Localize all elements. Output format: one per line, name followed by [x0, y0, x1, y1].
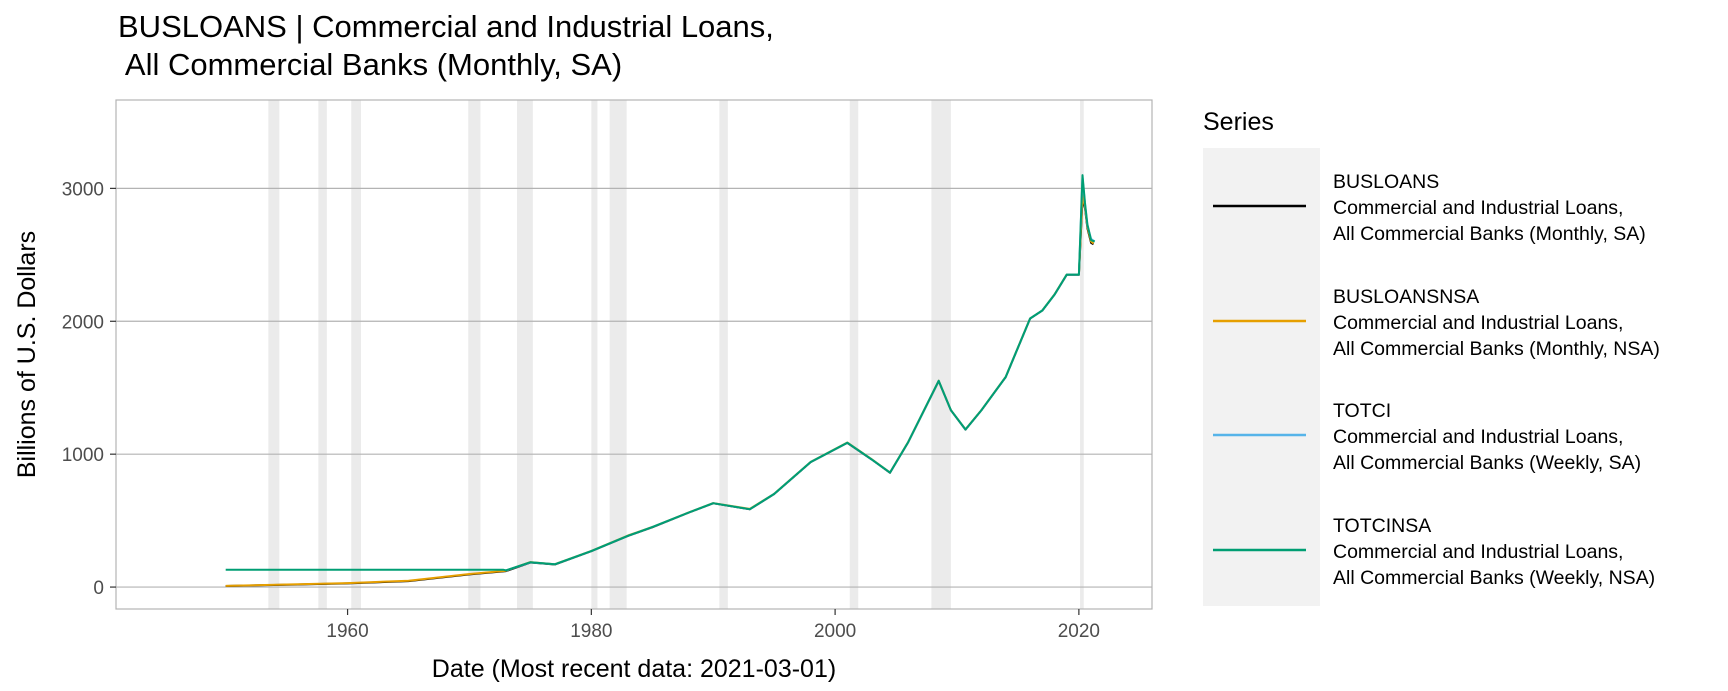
recession-band-1: [318, 100, 327, 609]
plot-panel-border: [115, 99, 1153, 610]
legend-label-totci-2: Commercial and Industrial Loans,: [1333, 426, 1623, 448]
x-tick-label-2000: 2000: [814, 621, 856, 642]
legend-item-totci: TOTCI Commercial and Industrial Loans, Al…: [1213, 400, 1641, 474]
recession-band-3: [468, 100, 481, 609]
series-lines: [225, 174, 1096, 587]
legend-label-busloansnsa-1: BUSLOANSNSA: [1333, 286, 1479, 308]
chart-title-line-1: BUSLOANS | Commercial and Industrial Loa…: [118, 9, 774, 44]
y-tick-label-2000: 2000: [62, 312, 104, 333]
legend-label-totcinsa-3: All Commercial Banks (Weekly, NSA): [1333, 567, 1655, 589]
legend-label-busloans-2: Commercial and Industrial Loans,: [1333, 197, 1623, 219]
y-tick-label-3000: 3000: [62, 179, 104, 200]
y-axis: 0 1000 2000 3000: [62, 179, 116, 599]
x-tick-label-1980: 1980: [570, 621, 612, 642]
y-tick-label-1000: 1000: [62, 445, 104, 466]
legend-key-background: [1203, 148, 1320, 606]
recession-band-9: [931, 100, 951, 609]
legend-label-busloansnsa-3: All Commercial Banks (Monthly, NSA): [1333, 338, 1660, 360]
y-tick-label-0: 0: [93, 578, 104, 599]
legend-label-busloans-3: All Commercial Banks (Monthly, SA): [1333, 223, 1646, 245]
legend-label-busloans-1: BUSLOANS: [1333, 171, 1439, 193]
recession-shading: [268, 100, 1084, 609]
legend-item-busloansnsa: BUSLOANSNSA Commercial and Industrial Loa…: [1213, 286, 1660, 360]
legend-label-totcinsa-2: Commercial and Industrial Loans,: [1333, 541, 1623, 563]
chart-title-line-2: All Commercial Banks (Monthly, SA): [118, 47, 623, 82]
x-axis: 1960 1980 2000 2020: [326, 609, 1100, 642]
y-axis-title: Billions of U.S. Dollars: [13, 231, 41, 478]
gridlines: [116, 187, 1152, 588]
x-tick-label-1960: 1960: [326, 621, 368, 642]
recession-band-10: [1080, 100, 1084, 609]
legend-label-totcinsa-1: TOTCINSA: [1333, 515, 1431, 537]
series-line-totcinsa: [225, 174, 1096, 572]
legend-label-totci-1: TOTCI: [1333, 400, 1391, 422]
x-axis-title: Date (Most recent data: 2021-03-01): [432, 655, 836, 683]
legend: Series BUSLOANS Commercial and Industrial…: [1203, 108, 1660, 606]
legend-title: Series: [1203, 108, 1274, 136]
legend-label-busloansnsa-2: Commercial and Industrial Loans,: [1333, 312, 1623, 334]
recession-band-0: [268, 100, 280, 609]
legend-item-busloans: BUSLOANS Commercial and Industrial Loans,…: [1213, 171, 1646, 245]
legend-item-totcinsa: TOTCINSA Commercial and Industrial Loans,…: [1213, 515, 1655, 589]
recession-band-7: [719, 100, 728, 609]
x-tick-label-2020: 2020: [1058, 621, 1100, 642]
recession-band-5: [591, 100, 598, 609]
legend-label-totci-3: All Commercial Banks (Weekly, SA): [1333, 452, 1641, 474]
recession-band-2: [351, 100, 361, 609]
recession-band-4: [516, 100, 533, 609]
recession-band-6: [609, 100, 627, 609]
recession-band-8: [849, 100, 859, 609]
chart-title: BUSLOANS | Commercial and Industrial Loa…: [118, 8, 774, 84]
